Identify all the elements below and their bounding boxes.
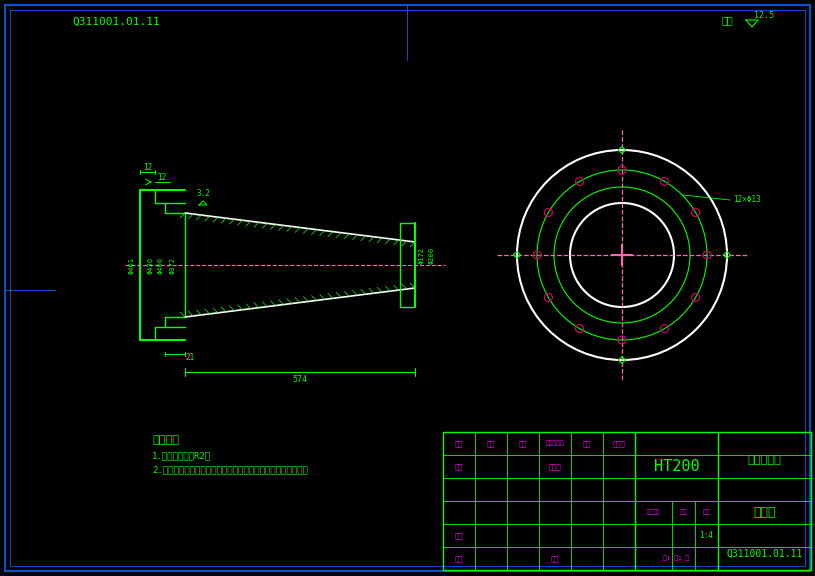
Text: Φ200: Φ200 <box>429 247 435 263</box>
Text: 共1 张1 张: 共1 张1 张 <box>663 556 689 561</box>
Text: 3.2: 3.2 <box>196 188 210 198</box>
Text: Φ461: Φ461 <box>129 256 135 274</box>
Text: 574: 574 <box>293 376 307 385</box>
Text: HT200: HT200 <box>654 459 699 474</box>
Text: 签名: 签名 <box>583 440 591 447</box>
Text: Φ172: Φ172 <box>419 247 425 263</box>
Text: Φ372: Φ372 <box>170 256 176 274</box>
Text: 分区: 分区 <box>519 440 527 447</box>
Text: 1.未注圆角半径R2。: 1.未注圆角半径R2。 <box>152 452 211 460</box>
Text: 12: 12 <box>143 164 152 172</box>
Text: 12×Φ13: 12×Φ13 <box>733 195 760 204</box>
Text: 工艺: 工艺 <box>455 555 463 562</box>
Text: Q311001.01.11: Q311001.01.11 <box>72 17 160 27</box>
Text: 技术要求: 技术要求 <box>152 435 179 445</box>
Text: Φ430: Φ430 <box>148 256 154 274</box>
Text: 12.5: 12.5 <box>754 10 774 20</box>
Text: 年月日: 年月日 <box>613 440 625 447</box>
Text: Φ400: Φ400 <box>158 256 164 274</box>
Text: 阶段标记: 阶段标记 <box>647 510 660 516</box>
Text: 批准: 批准 <box>551 555 559 562</box>
Text: 比例: 比例 <box>703 510 710 516</box>
Text: Q311001.01.11: Q311001.01.11 <box>726 549 803 559</box>
Text: 重量: 重量 <box>680 510 687 516</box>
Text: 更改文件号: 更改文件号 <box>545 441 564 446</box>
Text: 标准化: 标准化 <box>548 463 562 470</box>
Text: 沉降室: 沉降室 <box>753 506 776 519</box>
Text: 处数: 处数 <box>487 440 496 447</box>
Text: 设计: 设计 <box>455 463 463 470</box>
Text: 其余: 其余 <box>722 15 734 25</box>
Text: 盐城工学院: 盐城工学院 <box>747 454 782 465</box>
Text: 标记: 标记 <box>455 440 463 447</box>
Bar <box>443 432 811 570</box>
Text: 2.铸件上的型砂、芯骨、多肉、粘沙等应清除干净，清理干净。: 2.铸件上的型砂、芯骨、多肉、粘沙等应清除干净，清理干净。 <box>152 465 308 475</box>
Text: 审核: 审核 <box>455 532 463 539</box>
Text: 1:4: 1:4 <box>699 531 713 540</box>
Text: 12: 12 <box>157 173 166 183</box>
Text: 21: 21 <box>185 354 195 362</box>
